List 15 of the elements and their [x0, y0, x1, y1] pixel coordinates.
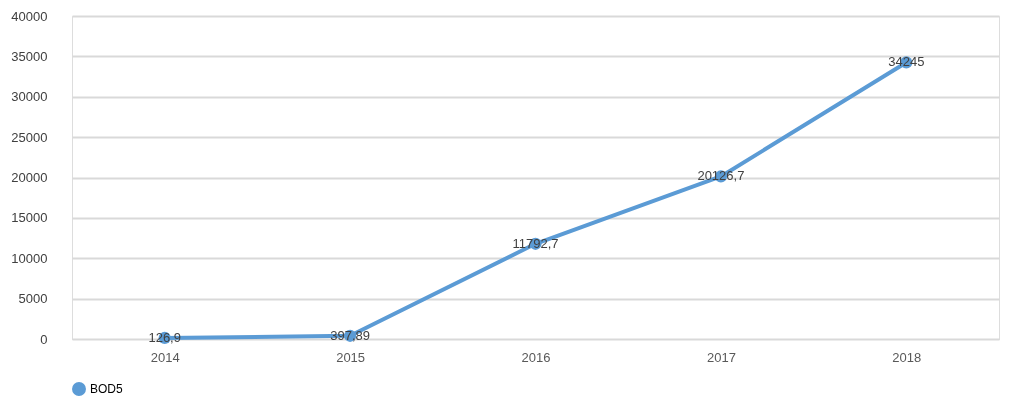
y-tick-label: 30000: [11, 89, 48, 105]
x-tick-label: 2018: [892, 349, 922, 365]
y-tick-label: 15000: [11, 210, 48, 226]
x-tick-label: 2016: [521, 349, 551, 365]
y-tick-label: 5000: [18, 291, 48, 307]
y-tick-label: 40000: [11, 8, 48, 24]
x-tick-label: 2014: [150, 349, 180, 365]
legend-label: BOD5: [90, 382, 123, 396]
y-tick-label: 0: [40, 331, 48, 347]
x-tick-label: 2015: [336, 349, 366, 365]
y-tick-label: 25000: [11, 129, 48, 145]
y-tick-label: 10000: [11, 250, 48, 266]
x-tick-label: 2017: [706, 349, 736, 365]
y-tick-label: 20000: [11, 170, 48, 185]
y-tick-label: 35000: [11, 48, 48, 64]
